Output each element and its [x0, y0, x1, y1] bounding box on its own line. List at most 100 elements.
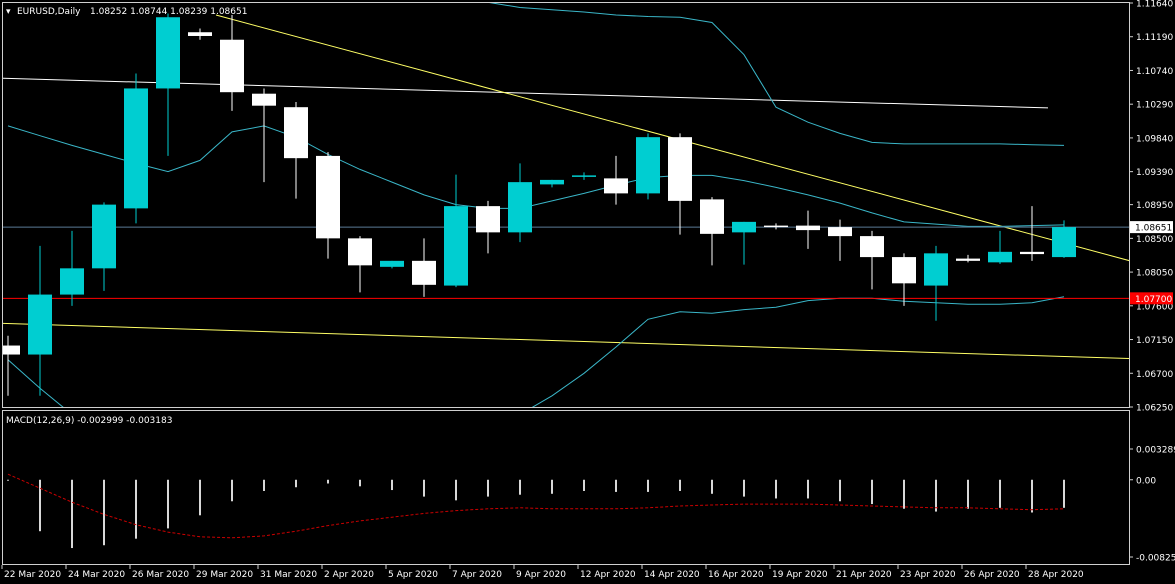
price-panel[interactable] — [0, 0, 1144, 415]
candle-body — [124, 88, 148, 209]
level-price-label: 1.07700 — [1135, 295, 1172, 305]
candle-body — [764, 225, 788, 228]
candle-body — [988, 251, 1012, 263]
price-tick-label: 1.06700 — [1136, 370, 1173, 380]
date-tick-label: 21 Apr 2020 — [836, 570, 892, 580]
candle-body — [860, 236, 884, 258]
candle-body — [604, 178, 628, 194]
macd-panel[interactable] — [7, 473, 1065, 549]
price-tick-label: 1.08500 — [1136, 235, 1173, 245]
bollinger-middle-line — [7, 125, 1065, 227]
date-tick-label: 5 Apr 2020 — [388, 570, 438, 580]
candle — [28, 245, 52, 396]
candle-body — [956, 258, 980, 261]
candle-body — [3, 345, 20, 355]
candle-body — [828, 227, 852, 237]
candle — [860, 230, 884, 290]
candle — [668, 133, 692, 235]
candle-body — [220, 39, 244, 93]
candle — [1052, 220, 1076, 258]
candle-body — [444, 206, 468, 286]
price-tick-label: 1.08050 — [1136, 269, 1173, 279]
candle — [764, 223, 788, 230]
candle — [444, 174, 468, 288]
candle-body — [1020, 251, 1044, 255]
candle-body — [796, 225, 820, 231]
price-tick-label: 1.09390 — [1136, 168, 1173, 178]
price-tick-label: 1.09840 — [1136, 134, 1173, 144]
lower-trendline — [3, 322, 1129, 360]
price-tick-label: 1.10290 — [1136, 101, 1173, 111]
current-price-label: 1.08651 — [1135, 224, 1172, 234]
date-tick-label: 31 Mar 2020 — [260, 570, 317, 580]
candle — [1020, 206, 1044, 261]
date-tick-label: 7 Apr 2020 — [452, 570, 502, 580]
candle-body — [924, 253, 948, 286]
macd-tick-label: 0.00 — [1136, 476, 1156, 486]
macd-panel-frame — [2, 410, 1130, 565]
date-tick-label: 2 Apr 2020 — [324, 570, 374, 580]
candle — [412, 238, 436, 297]
candle — [572, 172, 596, 180]
candle-body — [476, 206, 500, 233]
date-tick-label: 14 Apr 2020 — [644, 570, 700, 580]
candle-body — [188, 32, 212, 36]
candle — [700, 197, 724, 266]
candle-body — [316, 155, 340, 239]
header-dropdown-icon[interactable]: ▾ — [6, 7, 11, 17]
candle-body — [348, 238, 372, 266]
candle — [636, 133, 660, 200]
candle — [476, 200, 500, 254]
candle-body — [284, 107, 308, 159]
candle-body — [668, 137, 692, 201]
date-tick-label: 9 Apr 2020 — [516, 570, 566, 580]
candle — [348, 236, 372, 293]
candle — [220, 14, 244, 111]
candle — [60, 230, 84, 306]
candle-body — [636, 137, 660, 194]
candle-body — [572, 175, 596, 177]
candle — [924, 245, 948, 321]
price-tick-label: 1.11190 — [1136, 33, 1173, 43]
candle-body — [92, 204, 116, 269]
candle-body — [380, 260, 404, 267]
bollinger-lower-line — [7, 296, 1065, 407]
candle — [604, 155, 628, 205]
date-tick-label: 23 Apr 2020 — [900, 570, 956, 580]
date-tick-label: 29 Mar 2020 — [196, 570, 253, 580]
date-tick-label: 24 Mar 2020 — [68, 570, 125, 580]
candle — [124, 73, 148, 224]
macd-tick-label: 0.003289 — [1136, 446, 1175, 456]
candle — [732, 221, 756, 265]
candle — [316, 152, 340, 259]
price-tick-label: 1.11640 — [1136, 0, 1173, 10]
candle-body — [892, 257, 916, 284]
level-price-tag — [1130, 292, 1173, 305]
date-tick-label: 28 Apr 2020 — [1028, 570, 1084, 580]
price-tick-label: 1.08950 — [1136, 201, 1173, 211]
date-tick-label: 19 Apr 2020 — [772, 570, 828, 580]
candle — [956, 254, 980, 263]
date-tick-label: 26 Mar 2020 — [132, 570, 189, 580]
candle — [892, 253, 916, 306]
current-price-tag — [1130, 221, 1173, 234]
macd-signal-line — [7, 473, 1065, 539]
candle-body — [700, 199, 724, 234]
macd-tick-label: -0.008258 — [1136, 554, 1175, 564]
candle-body — [60, 268, 84, 295]
candle — [188, 28, 212, 40]
candle — [828, 219, 852, 261]
price-tick-label: 1.10740 — [1136, 67, 1173, 77]
price-tick-label: 1.06250 — [1136, 404, 1173, 414]
candle — [796, 210, 820, 249]
candle — [92, 202, 116, 291]
date-tick-label: 26 Apr 2020 — [964, 570, 1020, 580]
candle — [252, 88, 276, 183]
date-tick-label: 16 Apr 2020 — [708, 570, 764, 580]
candle — [3, 335, 20, 396]
candle — [284, 101, 308, 199]
candle-body — [1052, 227, 1076, 258]
candle-body — [732, 221, 756, 233]
